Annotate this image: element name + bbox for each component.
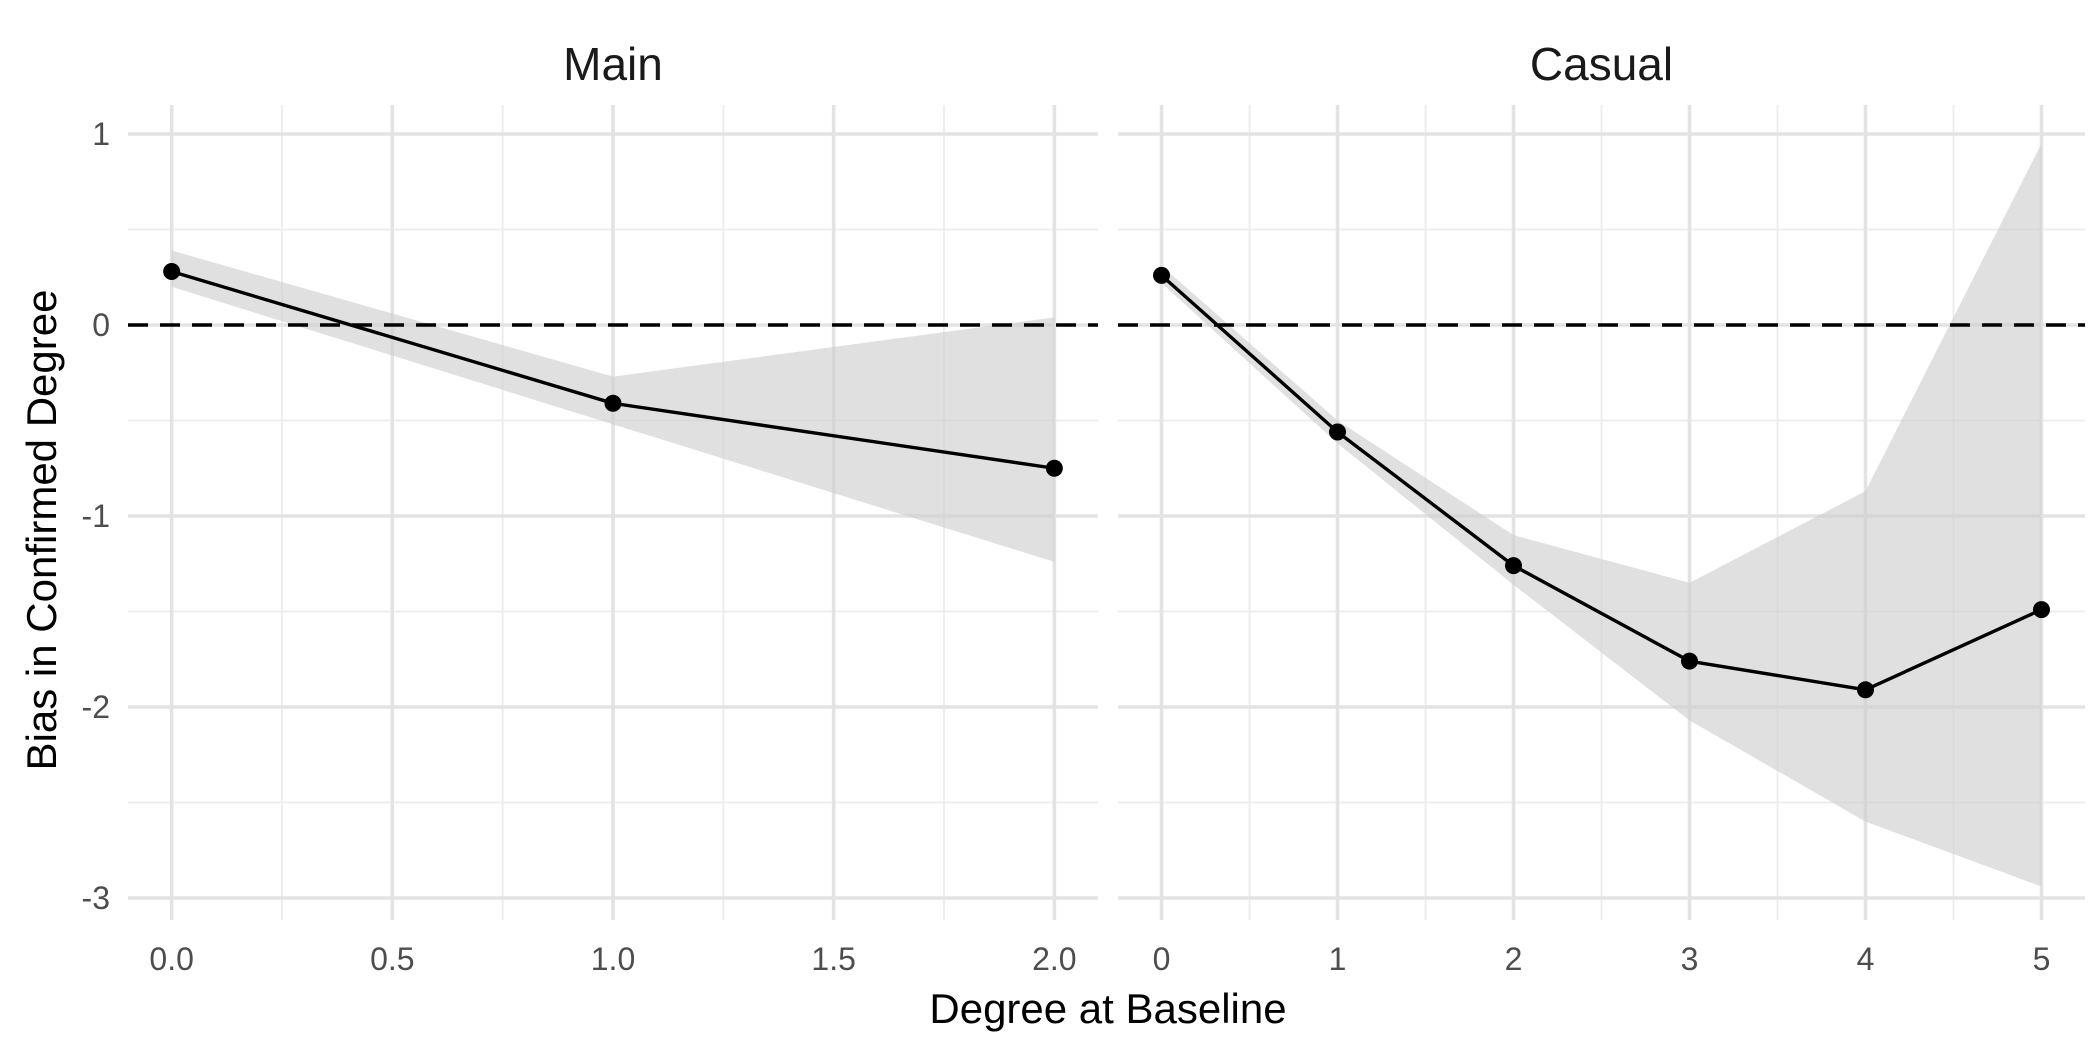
x-tick-label-main: 1.0	[591, 941, 635, 977]
series-line-casual	[1160, 274, 2043, 692]
y-tick-label: -1	[82, 498, 110, 534]
y-axis: 1 0 -1 -2 -3	[82, 116, 110, 916]
confidence-band-casual	[1161, 143, 2042, 887]
y-axis-title: Bias in Confirmed Degree	[18, 290, 65, 771]
y-tick-label: -3	[82, 880, 110, 916]
y-tick-label: 0	[92, 307, 110, 343]
x-tick-label-casual: 2	[1505, 941, 1523, 977]
data-point-casual	[1680, 652, 1698, 670]
data-point-main	[163, 263, 181, 281]
data-point-casual	[1153, 266, 1171, 284]
data-point-casual	[1856, 681, 1874, 699]
x-tick-label-main: 0.5	[370, 941, 414, 977]
x-tick-label-casual: 0	[1153, 941, 1171, 977]
x-tick-label-main: 2.0	[1032, 941, 1076, 977]
x-tick-label-main: 0.0	[149, 941, 193, 977]
data-point-casual	[1329, 423, 1347, 441]
facet-title-main: Main	[563, 38, 663, 90]
facet-panel-casual: 0 1 2 3 4 5 Casual	[1118, 38, 2085, 977]
y-tick-label: 1	[92, 116, 110, 152]
x-tick-label-casual: 1	[1329, 941, 1347, 977]
data-point-main	[1045, 459, 1063, 477]
x-axis-title: Degree at Baseline	[929, 985, 1286, 1032]
x-tick-label-casual: 3	[1681, 941, 1699, 977]
y-tick-label: -2	[82, 689, 110, 725]
data-point-casual	[2032, 601, 2050, 619]
data-point-casual	[1505, 557, 1523, 575]
facet-title-casual: Casual	[1530, 38, 1673, 90]
facet-panel-main: 0.0 0.5 1.0 1.5 2.0 Main	[128, 38, 1098, 977]
data-point-main	[604, 394, 622, 412]
x-tick-label-main: 1.5	[811, 941, 855, 977]
x-tick-label-casual: 4	[1857, 941, 1875, 977]
x-tick-label-casual: 5	[2033, 941, 2051, 977]
